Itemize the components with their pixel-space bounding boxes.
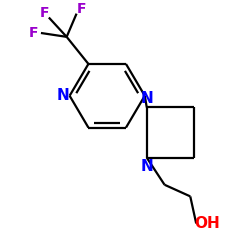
Text: N: N (56, 88, 69, 103)
Text: OH: OH (194, 216, 220, 231)
Text: F: F (77, 2, 86, 16)
Text: F: F (28, 26, 38, 40)
Text: F: F (40, 6, 50, 20)
Text: N: N (140, 159, 153, 174)
Text: N: N (140, 91, 153, 106)
